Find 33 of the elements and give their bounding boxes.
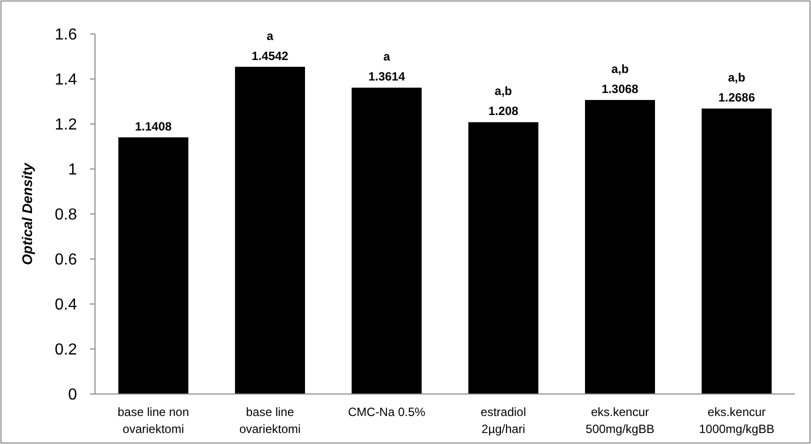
bar xyxy=(118,137,188,394)
bar xyxy=(585,100,655,394)
data-label: 1.2686 xyxy=(718,90,756,105)
y-axis-title: Optical Density xyxy=(19,162,35,265)
y-tick-label: 0.6 xyxy=(54,252,78,269)
data-label: 1.4542 xyxy=(252,48,289,63)
data-label: 1.3614 xyxy=(368,70,406,84)
annotation: a xyxy=(266,28,274,43)
x-tick-label: base line ovariektomi xyxy=(239,405,301,436)
y-tick-label: 1.6 xyxy=(54,26,78,44)
annotation: a,b xyxy=(728,70,746,85)
bar xyxy=(468,122,538,394)
bar xyxy=(235,66,305,394)
bar xyxy=(352,88,422,394)
y-tick-label: 1.4 xyxy=(54,72,78,89)
annotation: a,b xyxy=(494,84,512,98)
x-tick-label: base line non ovariektomi xyxy=(118,405,190,436)
x-tick-label: estradiol 2µg/hari xyxy=(480,405,526,436)
y-tick-label: 0 xyxy=(68,386,78,404)
annotation: a xyxy=(383,50,390,64)
x-tick-label: CMC-Na 0.5% xyxy=(348,405,426,419)
x-tick-label: eks.kencur 500mg/kgBB xyxy=(586,405,654,436)
y-tick-label: 0.4 xyxy=(54,296,78,314)
y-tick-label: 0.8 xyxy=(54,206,78,224)
data-label: 1.1408 xyxy=(134,119,172,134)
x-tick-label: eks.kencur 1000mg/kgBB xyxy=(698,405,774,436)
bar xyxy=(702,108,772,394)
data-label: 1.3068 xyxy=(602,82,639,96)
data-label: 1.208 xyxy=(488,104,519,118)
y-tick-label: 1.2 xyxy=(54,116,78,134)
y-tick-label: 0.2 xyxy=(54,342,78,359)
y-tick-label: 1 xyxy=(68,162,78,179)
annotation: a,b xyxy=(611,62,629,76)
